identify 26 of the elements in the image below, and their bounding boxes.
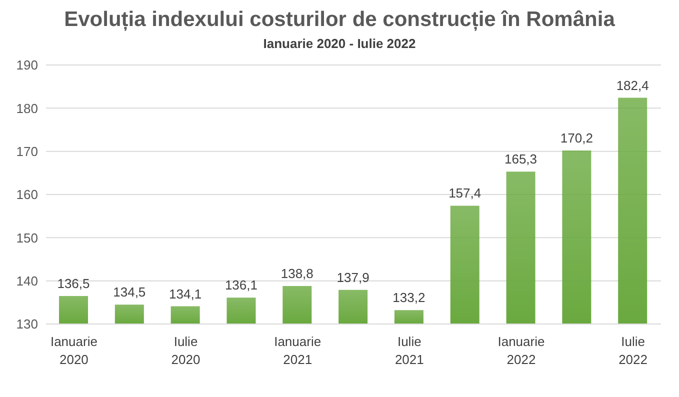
chart-title: Evoluția indexului costurilor de construcție în România (63, 8, 616, 32)
y-tick-label: 160 (16, 187, 38, 202)
y-tick-label: 130 (16, 316, 38, 332)
data-label: 170,2 (560, 130, 593, 146)
x-tick-label: Iulie 2021 (394, 334, 424, 367)
y-tick-label: 150 (16, 230, 38, 246)
data-label: 136,1 (224, 278, 258, 293)
data-label: 134,5 (113, 284, 146, 300)
chart-subtitle: Ianuarie 2020 - Iulie 2022 (262, 36, 417, 51)
x-tick-label: Ianuarie 2022 (498, 334, 545, 367)
data-label: 133,2 (392, 290, 426, 306)
data-label: 138,8 (280, 266, 314, 282)
y-tick-label: 190 (16, 58, 38, 73)
x-tick-label: Ianuarie 2021 (274, 334, 322, 367)
data-label: 182,4 (616, 78, 649, 93)
y-tick-label: 170 (16, 144, 38, 159)
x-tick-label: Ianuarie 2020 (50, 334, 98, 367)
y-tick-label: 180 (16, 100, 38, 116)
data-label: 165,3 (504, 152, 538, 167)
x-tick-label: Iulie 2020 (171, 334, 200, 367)
data-label: 136,5 (57, 276, 90, 291)
x-tick-label: Iulie 2022 (618, 334, 648, 367)
y-tick-label: 140 (16, 273, 38, 288)
data-label: 134,1 (169, 286, 202, 302)
data-label: 137,9 (336, 270, 370, 285)
data-label: 157,4 (448, 186, 482, 201)
